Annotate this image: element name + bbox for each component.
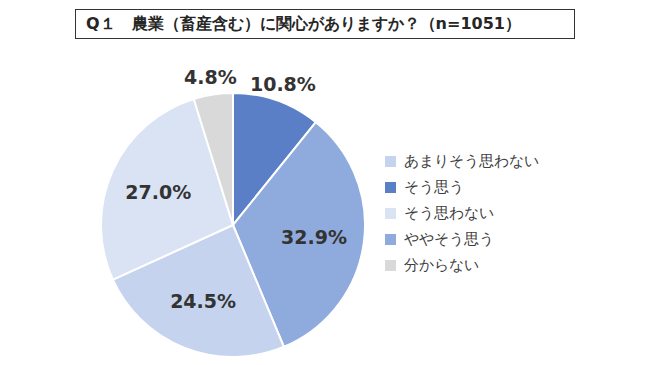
html-text:そう思わない: そう思わない [404, 204, 494, 222]
html-text:Q１ 農業（畜産含む）に関心がありますか？（n=1051）: Q１ 農業（畜産含む）に関心がありますか？（n=1051） [86, 13, 521, 33]
html-text:そう思う: そう思う [404, 178, 464, 196]
svg-text:24.5%: 24.5% [170, 290, 236, 312]
html-text:分からない: 分からない [404, 256, 479, 274]
svg-text:27.0%: 27.0% [125, 181, 191, 203]
html-text:ややそう思う: ややそう思う [404, 230, 494, 248]
svg-text:10.8%: 10.8% [250, 73, 316, 95]
html-text:あまりそう思わない: あまりそう思わない [404, 152, 539, 170]
svg-text:4.8%: 4.8% [184, 66, 237, 88]
svg-text:32.9%: 32.9% [281, 226, 347, 248]
